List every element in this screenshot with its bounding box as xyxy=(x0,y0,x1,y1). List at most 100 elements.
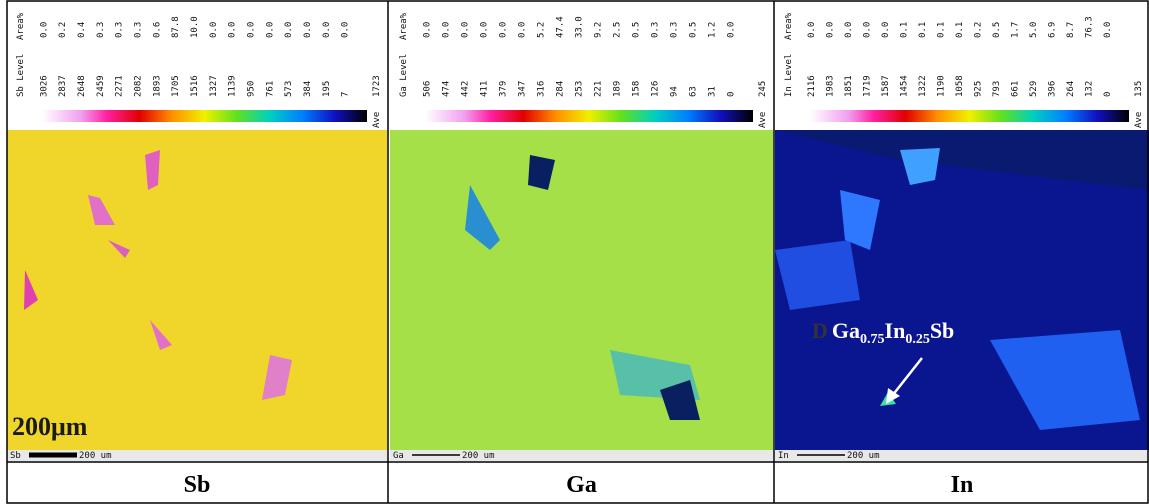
scale-strip xyxy=(7,450,387,461)
level-value: 474 xyxy=(442,81,452,97)
area-value: 0.0 xyxy=(322,22,332,38)
area-value: 0.0 xyxy=(284,22,294,38)
scale-bar-label: 200μm xyxy=(12,412,88,441)
area-value: 0.5 xyxy=(689,22,699,38)
level-value: 925 xyxy=(973,81,983,97)
level-value: 126 xyxy=(651,81,661,97)
level-value: 2082 xyxy=(134,75,144,97)
arrow xyxy=(886,357,923,404)
level-value: 1983 xyxy=(826,75,836,97)
area-value: 5.0 xyxy=(1029,22,1039,38)
area-value: 0.0 xyxy=(265,22,275,38)
area-value: 0.0 xyxy=(39,22,49,38)
feature xyxy=(465,185,500,250)
area-value: 0.3 xyxy=(670,22,680,38)
feature xyxy=(660,380,700,420)
area-value: 0.1 xyxy=(900,22,910,38)
area-value: 0.0 xyxy=(727,22,737,38)
level-value: 2459 xyxy=(96,75,106,97)
level-value: 1719 xyxy=(863,75,873,97)
feature xyxy=(775,240,860,310)
area-value: 0.0 xyxy=(826,22,836,38)
level-value: 347 xyxy=(518,81,528,97)
area-value: 0.3 xyxy=(96,22,106,38)
level-header: Sb Level xyxy=(16,54,26,97)
point-label: D xyxy=(812,318,828,343)
area-header: Area% xyxy=(399,12,409,40)
area-value: 0.4 xyxy=(77,22,87,38)
area-value: 87.8 xyxy=(171,16,181,38)
level-value: 0 xyxy=(1103,92,1113,97)
level-value: 284 xyxy=(556,81,566,97)
level-value: 573 xyxy=(284,81,294,97)
level-value: 264 xyxy=(1066,81,1076,97)
level-value: 158 xyxy=(632,81,642,97)
area-value: 5.2 xyxy=(537,22,547,38)
level-value: 1893 xyxy=(152,75,162,97)
ave-label: Ave xyxy=(372,112,382,128)
level-value: 1851 xyxy=(844,75,854,97)
area-value: 0.0 xyxy=(863,22,873,38)
level-value: 793 xyxy=(992,81,1002,97)
feature xyxy=(775,130,1149,190)
feature xyxy=(528,155,555,190)
level-value: 31 xyxy=(708,86,718,97)
level-value: 1516 xyxy=(190,75,200,97)
panel-borders xyxy=(6,0,1149,504)
color-bar xyxy=(425,110,753,122)
scale-element: In xyxy=(778,451,789,461)
area-value: 0.1 xyxy=(955,22,965,38)
area-value: 0.0 xyxy=(461,22,471,38)
scale-strip xyxy=(390,450,773,461)
feature xyxy=(150,320,172,350)
area-value: 10.0 xyxy=(190,16,200,38)
phase-text: Sb xyxy=(930,318,954,343)
header-bg xyxy=(775,1,1149,130)
feature xyxy=(840,190,880,250)
area-value: 0.1 xyxy=(918,22,928,38)
caption: Sb xyxy=(184,472,211,498)
phase-sub: 0.25 xyxy=(905,332,930,347)
color-bar xyxy=(42,110,367,122)
level-value: 529 xyxy=(1029,81,1039,97)
level-value: 1190 xyxy=(937,75,947,97)
scale-element: Sb xyxy=(10,451,21,461)
phase-sub: 0.75 xyxy=(860,332,885,347)
level-value: 661 xyxy=(1010,81,1020,97)
level-value: 1139 xyxy=(228,75,238,97)
level-value: 1705 xyxy=(171,75,181,97)
level-value: 950 xyxy=(246,81,256,97)
area-value: 0.0 xyxy=(480,22,490,38)
level-value: 1322 xyxy=(918,75,928,97)
feature xyxy=(900,148,940,185)
level-value: 253 xyxy=(575,81,585,97)
color-bar xyxy=(810,110,1129,122)
scale-text: 200 um xyxy=(79,451,112,461)
phase-text: Ga xyxy=(832,318,860,343)
area-value: 0.2 xyxy=(973,22,983,38)
feature xyxy=(88,195,115,225)
area-value: 0.1 xyxy=(937,22,947,38)
feature xyxy=(990,330,1140,430)
level-value: 63 xyxy=(689,86,699,97)
ave-label: Ave xyxy=(758,112,768,128)
sb-map xyxy=(7,130,387,460)
caption: Ga xyxy=(566,472,597,498)
feature xyxy=(145,150,160,190)
area-value: 0.0 xyxy=(442,22,452,38)
area-value: 2.5 xyxy=(613,22,623,38)
area-value: 0.0 xyxy=(209,22,219,38)
ave-value: 1723 xyxy=(372,75,382,97)
area-value: 0.5 xyxy=(632,22,642,38)
level-value: 442 xyxy=(461,81,471,97)
area-value: 0.0 xyxy=(518,22,528,38)
feature xyxy=(262,355,292,400)
level-value: 189 xyxy=(613,81,623,97)
ave-value: 245 xyxy=(758,81,768,97)
area-header: Area% xyxy=(16,12,26,40)
area-value: 9.2 xyxy=(594,22,604,38)
area-value: 6.9 xyxy=(1047,22,1057,38)
ave-label: Ave xyxy=(1134,112,1144,128)
phase-text: In xyxy=(885,318,906,343)
